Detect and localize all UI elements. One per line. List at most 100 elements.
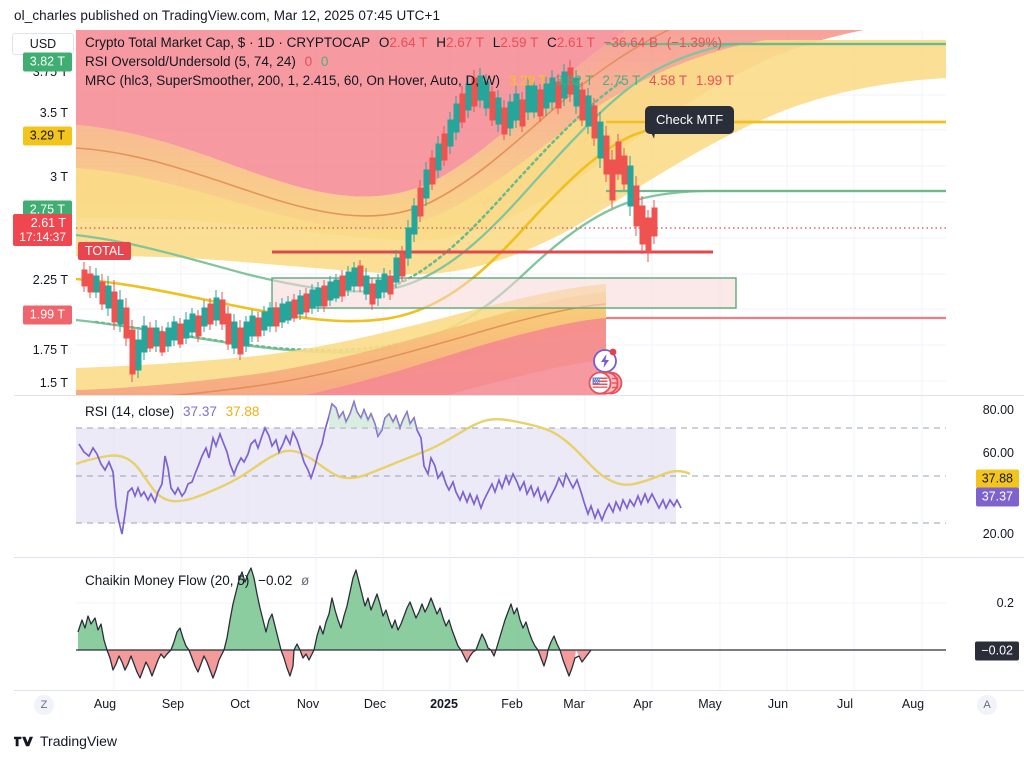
- price-tick: 2.25 T: [32, 273, 68, 287]
- tradingview-wordmark: TradingView: [40, 733, 118, 749]
- time-label-year: 2025: [430, 697, 458, 711]
- mrc-value-4: 4.58 T: [649, 73, 688, 88]
- mrc-band-inner-yellow: [76, 40, 946, 275]
- rsi-level-lines: [76, 427, 946, 524]
- price-plot[interactable]: [76, 30, 946, 395]
- pane-divider-1: [14, 395, 1024, 396]
- price-tick: 1.5 T: [39, 376, 68, 390]
- time-label: Mar: [563, 697, 585, 711]
- ohlc-h-label: H: [436, 35, 446, 50]
- current-price-value: 2.61 T: [30, 216, 66, 230]
- price-tick: 3 T: [50, 170, 68, 184]
- cmf-plot-svg: [76, 558, 946, 690]
- economic-event-flag-icon[interactable]: [588, 370, 624, 401]
- mrc-value-5: 1.99 T: [695, 73, 734, 88]
- rsi-ma-line: [76, 417, 691, 503]
- rsi-value-badge: 37.37: [975, 487, 1019, 507]
- rsi-pane[interactable]: 80.00 60.00 20.00 37.88 37.37: [0, 396, 1024, 556]
- publish-header: ol_charles published on TradingView.com,…: [14, 8, 441, 23]
- rsi-tick: 20.00: [982, 527, 1014, 541]
- rsi-legend[interactable]: RSI (14, close) 37.37 37.88: [85, 402, 259, 421]
- pane-divider-2: [14, 557, 1024, 558]
- time-label: Jun: [767, 697, 789, 711]
- rsi-tick: 60.00: [982, 446, 1014, 460]
- ohlc-o-label: O: [378, 35, 390, 50]
- rsi-tick: 80.00: [982, 403, 1014, 417]
- change-value: −36.64 B: [603, 35, 659, 50]
- time-label: Jul: [837, 697, 853, 711]
- legend-row-main[interactable]: Crypto Total Market Cap, $ · 1D · CRYPTO…: [85, 33, 734, 52]
- rsi-plot[interactable]: [76, 396, 946, 556]
- mrc-lower-band-yellow: [76, 284, 606, 395]
- price-legend[interactable]: Crypto Total Market Cap, $ · 1D · CRYPTO…: [85, 33, 734, 90]
- indicator-mrc-title: MRC (hlc3, SuperSmoother, 200, 1, 2.415,…: [85, 73, 500, 88]
- time-label: May: [698, 697, 722, 711]
- cmf-legend[interactable]: Chaikin Money Flow (20, 5) −0.02 ø: [85, 571, 309, 590]
- tradingview-logo-icon: [14, 736, 33, 746]
- rsi-title: RSI (14, close): [85, 404, 175, 419]
- rsi-legend-value: 37.37: [183, 404, 217, 419]
- ohlc-h-value: 2.67 T: [445, 35, 484, 50]
- time-label: Feb: [501, 697, 523, 711]
- rsi-ou-value-2: 0: [320, 54, 329, 69]
- mrc-upper-band-red: [76, 30, 628, 197]
- cmf-right-scale[interactable]: 0.2 −0.02: [946, 558, 1024, 690]
- rsi-right-scale[interactable]: 80.00 60.00 20.00 37.88 37.37: [946, 396, 1024, 556]
- callout-tail: [645, 124, 656, 139]
- price-plot-svg: [76, 30, 946, 395]
- time-label: Sep: [161, 697, 185, 711]
- cmf-tick: 0.2: [996, 596, 1014, 610]
- total-series-tag[interactable]: TOTAL: [78, 242, 132, 260]
- cmf-title: Chaikin Money Flow (20, 5): [85, 573, 250, 588]
- zoom-out-button[interactable]: Z: [34, 695, 54, 715]
- legend-row-rsi-ou[interactable]: RSI Oversold/Undersold (5, 74, 24) 0 0: [85, 52, 734, 71]
- check-mtf-callout[interactable]: Check MTF: [645, 106, 735, 139]
- mrc-value-3: 2.75 T: [602, 73, 641, 88]
- earnings-bolt-icon[interactable]: [592, 347, 618, 378]
- legend-row-mrc[interactable]: MRC (hlc3, SuperSmoother, 200, 1, 2.415,…: [85, 71, 734, 90]
- callout-text: Check MTF: [645, 106, 735, 134]
- time-axis[interactable]: Z A Aug Sep Oct Nov Dec 2025 Feb Mar Apr…: [0, 691, 1024, 725]
- mrc-lower-center-line: [170, 303, 607, 395]
- price-badge-lower-red: 1.99 T: [22, 305, 72, 325]
- rsi-legend-ma-value: 37.88: [225, 404, 260, 419]
- rsi-plot-svg: [76, 396, 946, 556]
- bar-countdown: 17:14:37: [19, 230, 66, 244]
- price-tick: 1.75 T: [32, 343, 68, 357]
- series-title: Crypto Total Market Cap, $ · 1D · CRYPTO…: [85, 35, 371, 50]
- cmf-negative-area: [107, 650, 591, 678]
- ohlc-o-value: 2.64 T: [389, 35, 428, 50]
- candlestick-series: [81, 60, 658, 382]
- price-tick: 3.5 T: [39, 106, 68, 120]
- price-badge-yellow: 3.29 T: [22, 126, 72, 146]
- cmf-pane[interactable]: 0.2 −0.02: [0, 558, 1024, 690]
- time-label: Nov: [296, 697, 320, 711]
- cmf-value-badge: −0.02: [975, 641, 1019, 661]
- time-label: Aug: [93, 697, 117, 711]
- auto-scale-button[interactable]: A: [977, 695, 997, 715]
- pane-divider-3: [14, 690, 1024, 691]
- footer[interactable]: TradingView: [14, 733, 117, 749]
- ohlc-c-label: C: [547, 35, 557, 50]
- change-percent: (−1.39%): [666, 35, 722, 50]
- mrc-lower-band-red: [305, 318, 606, 395]
- cmf-suffix-icon: ø: [301, 573, 310, 588]
- time-label: Dec: [363, 697, 387, 711]
- price-pane[interactable]: USD 3.75 T 3.5 T 3 T 2.25 T 1.75 T 1.5 T…: [0, 30, 1024, 395]
- cmf-outline: [77, 567, 592, 679]
- mrc-value-1: 3.29 T: [508, 73, 547, 88]
- ohlc-c-value: 2.61 T: [556, 35, 595, 50]
- price-badge-upper-green: 3.82 T: [22, 52, 72, 72]
- mrc-upper-center-line: [76, 30, 671, 217]
- ohlc-l-value: 2.59 T: [500, 35, 539, 50]
- rsi-ou-value-1: 0: [304, 54, 313, 69]
- cmf-plot[interactable]: [76, 558, 946, 690]
- time-label: Oct: [230, 697, 250, 711]
- time-label: Aug: [901, 697, 925, 711]
- ohlc-l-label: L: [492, 35, 501, 50]
- rsi-overbought-fill: [329, 402, 417, 436]
- price-left-scale[interactable]: USD 3.75 T 3.5 T 3 T 2.25 T 1.75 T 1.5 T…: [0, 30, 76, 395]
- cmf-value: −0.02: [258, 573, 293, 588]
- current-price-badge: 2.61 T 17:14:37: [13, 214, 72, 246]
